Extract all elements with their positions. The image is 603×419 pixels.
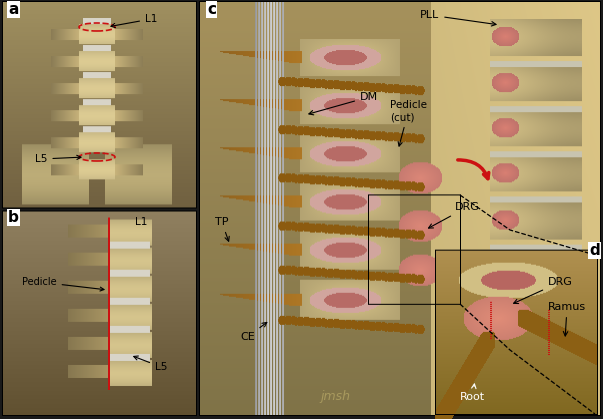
Text: L5: L5 (35, 154, 81, 164)
Text: a: a (8, 2, 18, 17)
Text: Ramus: Ramus (548, 302, 586, 336)
Text: DRG: DRG (514, 277, 573, 303)
Text: Pedicle: Pedicle (22, 277, 104, 291)
Text: L1: L1 (111, 14, 157, 28)
Text: jmsh: jmsh (320, 390, 350, 403)
Text: d: d (589, 243, 600, 258)
Text: DRG: DRG (429, 202, 480, 228)
Text: PLL: PLL (420, 10, 496, 26)
Text: L5: L5 (134, 356, 168, 372)
Text: CE: CE (240, 322, 267, 342)
Text: L1: L1 (135, 217, 147, 227)
Text: c: c (207, 2, 216, 17)
Text: Root: Root (460, 384, 485, 402)
Text: b: b (8, 210, 19, 225)
Text: TP: TP (215, 217, 229, 241)
Text: Pedicle
(cut): Pedicle (cut) (390, 101, 427, 146)
Text: DM: DM (309, 92, 378, 115)
